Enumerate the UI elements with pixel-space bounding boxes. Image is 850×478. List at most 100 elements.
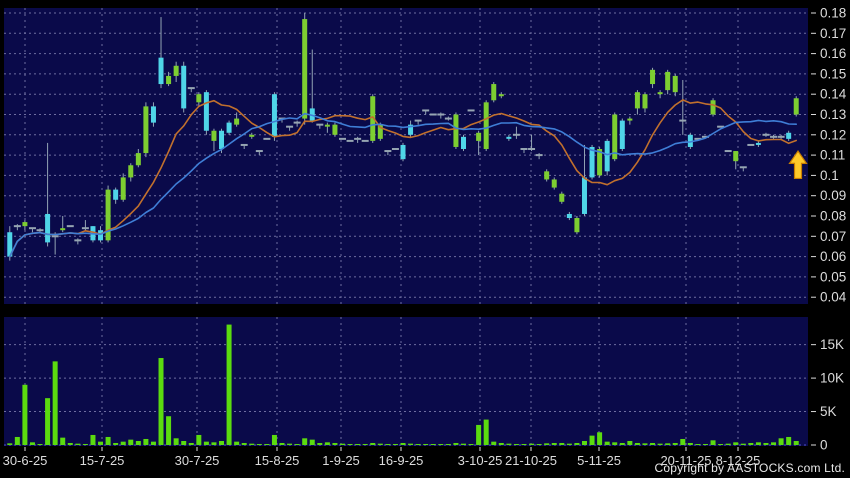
volume-bar — [75, 443, 81, 445]
date-tick-label: 5-11-25 — [577, 453, 621, 468]
x-axis: 30-6-25 15-7-25 30-7-25 15-8-25 1-9-25 16-9-2… — [3, 447, 761, 468]
volume-bar — [317, 442, 323, 445]
volume-bar — [786, 436, 792, 445]
doji-candle — [414, 119, 422, 122]
doji-candle — [528, 148, 536, 151]
volume-bar — [219, 440, 225, 445]
price-tick-label: 0.07 — [820, 229, 846, 244]
volume-bar — [181, 440, 187, 445]
volume-bar — [725, 443, 731, 445]
up-candle — [370, 96, 376, 141]
up-candle — [196, 94, 202, 103]
fast-ma-line — [9, 99, 798, 258]
volume-bar — [604, 441, 610, 445]
volume-bar — [627, 440, 633, 445]
up-candle — [234, 118, 240, 125]
volume-bar — [521, 444, 527, 445]
doji-candle — [777, 135, 785, 138]
up-candle — [135, 153, 141, 166]
volume-bar — [60, 437, 66, 445]
volume-bar — [612, 442, 618, 445]
volume-bar — [362, 444, 368, 445]
doji-candle — [747, 143, 755, 146]
volume-bar — [400, 442, 406, 445]
down-candle — [786, 132, 792, 139]
doji-candle — [81, 227, 89, 230]
doji-candle — [717, 125, 725, 128]
doji-candle — [316, 123, 324, 126]
volume-bar — [476, 424, 482, 445]
down-candle — [309, 108, 315, 121]
down-candle — [203, 92, 209, 131]
volume-bar — [551, 442, 557, 445]
volume-bar — [37, 443, 43, 445]
volume-bar — [158, 358, 164, 445]
price-axis-labels: 0.18 0.17 0.16 0.15 0.14 0.13 0.12 0.11 0.1 0.09 0… — [811, 6, 847, 305]
volume-bars-group — [7, 324, 799, 445]
date-tick-label: 30-7-25 — [175, 453, 220, 468]
date-tick-label: 8-12-25 — [716, 453, 761, 468]
volume-bar — [513, 443, 519, 445]
doji-candle — [512, 133, 520, 136]
volume-bar — [332, 442, 338, 445]
down-candle — [226, 122, 232, 133]
doji-candle — [520, 148, 528, 151]
volume-bar — [279, 442, 285, 445]
volume-bar — [294, 443, 300, 445]
up-candle — [551, 179, 557, 188]
up-candle — [627, 118, 633, 121]
volume-bar — [453, 442, 459, 445]
down-candle — [219, 130, 225, 150]
up-candle — [173, 65, 179, 76]
down-candle — [45, 213, 51, 243]
volume-bar — [377, 443, 383, 445]
doji-candle — [535, 154, 543, 157]
up-candle — [166, 75, 172, 85]
up-candle — [476, 132, 482, 141]
volume-bar — [498, 442, 504, 445]
volume-bar — [105, 436, 111, 445]
up-candle — [377, 124, 383, 139]
volume-bar — [370, 442, 376, 445]
down-candle — [113, 189, 119, 200]
doji-candle — [263, 137, 271, 140]
volume-bar — [324, 442, 330, 445]
down-candle — [581, 177, 587, 214]
date-tick-label: 30-6-25 — [3, 453, 48, 468]
volume-bar — [188, 442, 194, 445]
price-tick-label: 0.04 — [820, 290, 847, 305]
volume-bar — [52, 361, 58, 445]
volume-bar — [702, 444, 708, 445]
volume-bar — [642, 443, 648, 445]
volume-bar — [793, 440, 799, 445]
down-candle — [408, 124, 414, 135]
up-candle — [710, 100, 716, 115]
volume-bar — [748, 442, 754, 445]
volume-bar — [211, 442, 217, 445]
doji-candle — [384, 150, 392, 153]
volume-bar — [82, 443, 88, 445]
down-candle — [589, 146, 595, 178]
doji-candle — [361, 139, 369, 142]
volume-bar — [408, 443, 414, 445]
up-candle — [559, 193, 565, 202]
up-candle — [60, 228, 66, 231]
volume-panel — [4, 317, 808, 446]
price-tick-label: 0.11 — [820, 148, 845, 163]
volume-bar — [778, 438, 784, 445]
doji-candle — [339, 137, 347, 140]
price-panel — [4, 8, 808, 304]
up-candle — [332, 124, 338, 135]
price-tick-label: 0.09 — [820, 188, 846, 203]
doji-candle — [724, 150, 732, 153]
down-candle — [271, 94, 277, 137]
down-candle — [506, 136, 512, 139]
volume-bar — [226, 324, 232, 445]
doji-candle — [444, 117, 452, 120]
slow-ma-line — [9, 112, 798, 258]
date-tick-label: 15-7-25 — [80, 453, 125, 468]
doji-candle — [429, 113, 437, 116]
doji-candle — [286, 125, 294, 128]
down-candle — [604, 140, 610, 172]
volume-bar — [234, 441, 240, 445]
